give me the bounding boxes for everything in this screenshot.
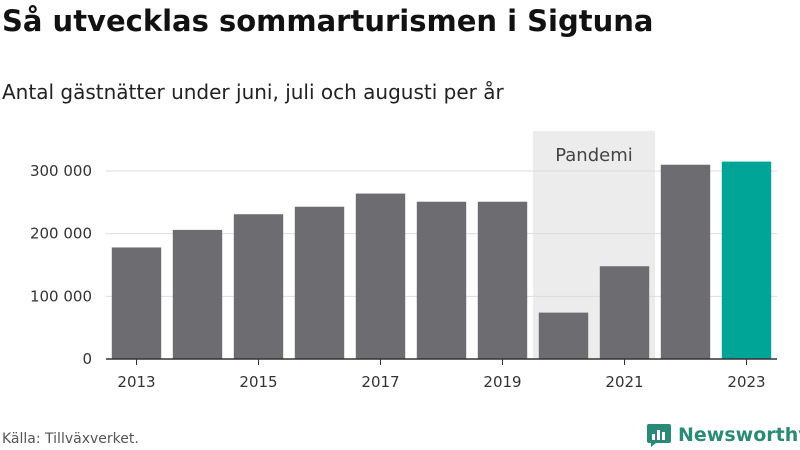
- axes: 0 100 000 200 000 300 000 2013 2015 2017 2019 20…: [30, 162, 777, 391]
- bar-2013: [111, 247, 162, 359]
- bar-2020: [538, 312, 589, 359]
- bar-2023: [721, 161, 772, 359]
- bar-2014: [172, 229, 223, 359]
- bar-2015: [233, 214, 284, 359]
- y-tick-label: 0: [82, 350, 92, 368]
- bar-2017: [355, 193, 406, 359]
- x-tick-label: 2013: [117, 373, 155, 391]
- bar-2016: [294, 206, 345, 359]
- x-tick-label: 2019: [483, 373, 521, 391]
- bar-2018: [416, 201, 467, 359]
- y-tick-label: 100 000: [30, 287, 92, 305]
- newsworthy-logo-icon: [647, 424, 671, 447]
- chart-title: Så utvecklas sommarturismen i Sigtuna: [2, 4, 654, 38]
- x-tick-label: 2015: [239, 373, 277, 391]
- x-tick-label: 2017: [361, 373, 399, 391]
- bars: [111, 161, 772, 359]
- y-tick-label: 200 000: [30, 225, 92, 243]
- brand-logo: Newsworthy: [646, 421, 800, 449]
- pandemic-label: Pandemi: [555, 145, 633, 166]
- x-tick-label: 2023: [727, 373, 765, 391]
- brand-name: Newsworthy: [678, 424, 800, 446]
- x-tick-label: 2021: [605, 373, 643, 391]
- bar-2021: [599, 266, 650, 359]
- bar-2019: [477, 201, 528, 359]
- y-tick-label: 300 000: [30, 162, 92, 180]
- bar-2022: [660, 164, 711, 359]
- chart-subtitle: Antal gästnätter under juni, juli och au…: [2, 80, 504, 104]
- source-note: Källa: Tillväxverket.: [2, 431, 139, 447]
